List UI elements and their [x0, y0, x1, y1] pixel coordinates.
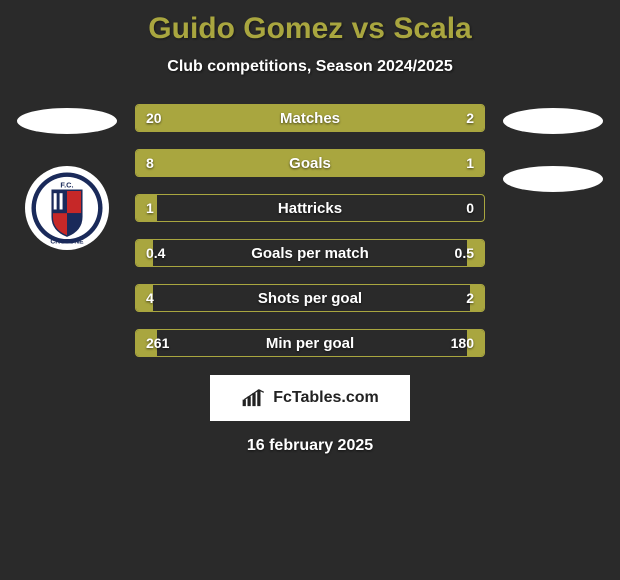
fctables-logo-icon	[241, 387, 267, 409]
right-player-photo-placeholder	[503, 108, 603, 134]
right-club-badge-placeholder	[503, 166, 603, 192]
stat-bar: 261180Min per goal	[135, 329, 485, 357]
stat-fill-right	[470, 285, 484, 311]
left-player-column: F.C. CROTONE	[17, 104, 117, 250]
stat-value-right: 0	[466, 195, 474, 221]
stat-label: Min per goal	[136, 330, 484, 356]
stat-label: Shots per goal	[136, 285, 484, 311]
crotone-crest-icon: F.C. CROTONE	[30, 171, 104, 245]
svg-text:CROTONE: CROTONE	[50, 239, 84, 245]
stat-fill-right	[467, 105, 484, 131]
stat-label: Goals per match	[136, 240, 484, 266]
stat-bar: 202Matches	[135, 104, 485, 132]
svg-text:F.C.: F.C.	[60, 180, 73, 189]
stat-bar: 81Goals	[135, 149, 485, 177]
main-row: F.C. CROTONE 202Matches 81Goals 10Hattrick…	[0, 104, 620, 357]
stat-fill-left	[136, 195, 157, 221]
brand-text: FcTables.com	[273, 389, 379, 407]
stat-fill-right	[467, 240, 484, 266]
stat-fill-left	[136, 285, 153, 311]
date-text: 16 february 2025	[0, 437, 620, 455]
right-player-column	[503, 104, 603, 192]
stat-fill-right	[467, 150, 484, 176]
stats-bars: 202Matches 81Goals 10Hattricks 0.40.5Goals …	[135, 104, 485, 357]
stat-fill-right	[467, 330, 484, 356]
stat-bar: 0.40.5Goals per match	[135, 239, 485, 267]
stat-bar: 42Shots per goal	[135, 284, 485, 312]
stat-fill-left	[136, 105, 467, 131]
stat-label: Hattricks	[136, 195, 484, 221]
stat-bar: 10Hattricks	[135, 194, 485, 222]
stat-fill-left	[136, 150, 467, 176]
brand-watermark: FcTables.com	[210, 375, 410, 421]
page-title: Guido Gomez vs Scala	[0, 12, 620, 46]
stat-fill-left	[136, 330, 157, 356]
comparison-card: Guido Gomez vs Scala Club competitions, …	[0, 0, 620, 455]
left-club-badge-icon: F.C. CROTONE	[25, 166, 109, 250]
stat-fill-left	[136, 240, 153, 266]
page-subtitle: Club competitions, Season 2024/2025	[0, 58, 620, 76]
left-player-photo-placeholder	[17, 108, 117, 134]
